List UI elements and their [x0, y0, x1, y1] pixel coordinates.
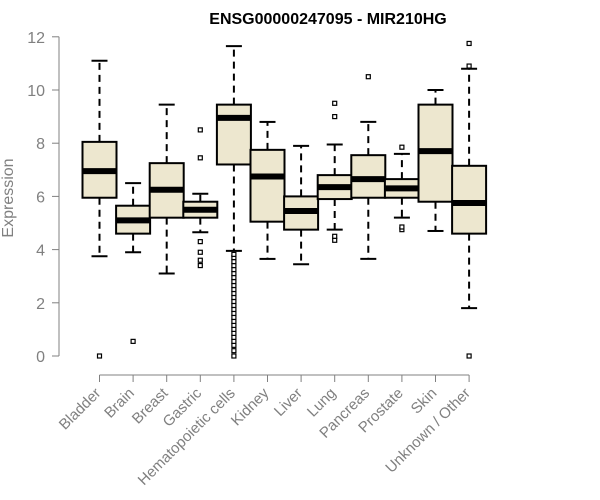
outlier-point	[197, 155, 203, 161]
outlier-point	[231, 348, 237, 354]
box-series	[81, 40, 488, 359]
outlier-point	[332, 100, 338, 106]
y-tick-label: 0	[36, 349, 45, 366]
x-tick-label: Kidney	[228, 384, 273, 429]
box-breast	[148, 103, 185, 275]
outlier-point	[466, 40, 472, 47]
box-hematopoietic-cells	[215, 45, 252, 359]
y-axis-title: Expression	[0, 158, 17, 237]
chart-title: ENSG00000247095 - MIR210HG	[209, 11, 446, 28]
outlier-point	[231, 353, 237, 359]
y-axis: 0 2 4 6 8 10 12	[27, 30, 60, 366]
x-tick-label: Bladder	[56, 385, 105, 434]
x-tick-label: Liver	[271, 385, 306, 420]
box-lung	[316, 100, 353, 243]
box-prostate	[383, 144, 420, 233]
outlier-point	[197, 127, 203, 133]
outlier-point	[399, 224, 405, 230]
box-kidney	[249, 120, 286, 260]
outlier-point	[130, 338, 136, 344]
interquartile-box	[215, 103, 252, 166]
outlier-point	[231, 251, 237, 257]
outlier-point	[197, 257, 203, 263]
box-liver	[283, 144, 320, 266]
outlier-point	[197, 249, 203, 255]
outlier-point	[399, 144, 405, 150]
interquartile-box	[249, 148, 286, 223]
y-tick-label: 10	[27, 83, 45, 100]
box-brain	[115, 182, 152, 344]
outlier-point	[332, 113, 338, 120]
outlier-point	[197, 239, 203, 245]
box-unknown-other	[451, 40, 488, 359]
outlier-point	[197, 262, 203, 269]
outlier-point	[332, 233, 338, 239]
box-pancreas	[350, 74, 387, 260]
y-tick-label: 12	[27, 30, 45, 47]
y-tick-label: 2	[36, 296, 45, 313]
outlier-point	[96, 353, 103, 359]
y-tick-label: 4	[36, 243, 45, 260]
y-tick-label: 6	[36, 189, 45, 206]
box-skin	[417, 89, 454, 232]
outlier-point	[466, 63, 472, 69]
outlier-point	[466, 353, 472, 359]
box-gastric	[182, 127, 219, 269]
interquartile-box	[451, 164, 488, 235]
box-bladder	[81, 59, 118, 359]
outlier-point	[365, 74, 371, 80]
y-tick-label: 8	[36, 136, 45, 153]
